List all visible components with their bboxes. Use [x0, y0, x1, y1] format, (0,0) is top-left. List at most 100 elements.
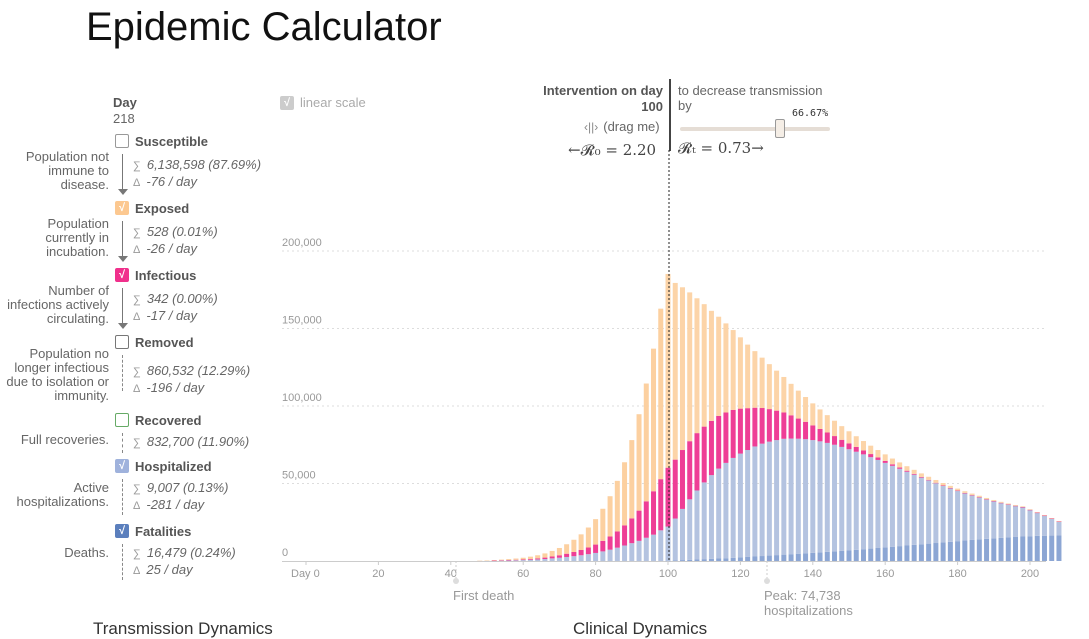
bar-fatalities — [868, 548, 874, 561]
linear-scale-toggle[interactable]: √ linear scale — [280, 95, 366, 110]
bar-infectious — [810, 425, 816, 441]
bar-hospitalized — [969, 495, 975, 540]
compartment-hospitalized[interactable]: √ Hospitalized — [115, 458, 212, 474]
bar-fatalities — [817, 552, 823, 561]
day-label: Day — [113, 95, 137, 110]
drag-handle[interactable]: ‹||› (drag me) — [584, 119, 660, 134]
bar-hospitalized — [868, 457, 874, 549]
bar-fatalities — [839, 550, 845, 561]
compartment-exposed[interactable]: √ Exposed — [115, 200, 189, 216]
bar-infectious — [774, 410, 780, 441]
bar-infectious — [701, 426, 707, 483]
slider-knob[interactable] — [775, 119, 785, 138]
compartment-removed[interactable]: Removed — [115, 334, 194, 350]
compartment-name: Hospitalized — [135, 458, 212, 474]
checkbox-icon[interactable] — [115, 134, 129, 148]
bar-exposed — [723, 323, 729, 413]
bar-fatalities — [810, 552, 816, 561]
checkbox-icon[interactable] — [115, 413, 129, 427]
bar-infectious — [679, 450, 685, 509]
bar-fatalities — [723, 558, 729, 561]
bar-exposed — [889, 458, 895, 465]
bar-exposed — [520, 557, 526, 560]
compartment-recovered[interactable]: Recovered — [115, 412, 201, 428]
bar-infectious — [766, 409, 772, 442]
bar-infectious — [593, 544, 599, 553]
bar-hospitalized — [795, 438, 801, 554]
bar-exposed — [506, 559, 512, 560]
bar-exposed — [513, 558, 519, 560]
checkbox-icon[interactable]: √ — [280, 95, 294, 110]
x-tick-label: 200 — [1021, 568, 1039, 580]
delta-value: -17 / day — [146, 308, 197, 323]
checkbox-icon[interactable] — [115, 335, 129, 349]
bar-exposed — [687, 292, 693, 442]
compartment-fatalities[interactable]: √ Fatalities — [115, 523, 191, 539]
bar-infectious — [585, 547, 591, 555]
bar-fatalities — [846, 550, 852, 561]
bar-exposed — [607, 496, 613, 537]
bar-hospitalized — [607, 549, 613, 561]
bar-exposed — [766, 364, 772, 410]
bar-fatalities — [774, 555, 780, 561]
bar-infectious — [868, 454, 874, 458]
bar-fatalities — [926, 543, 932, 561]
checkbox-icon[interactable]: √ — [115, 459, 129, 473]
bar-exposed — [1049, 518, 1055, 519]
bar-fatalities — [1020, 536, 1026, 561]
description-line: Active — [73, 480, 109, 495]
first-death-marker — [453, 578, 459, 584]
bar-infectious — [614, 531, 620, 548]
bar-infectious — [860, 450, 866, 455]
checkbox-icon[interactable]: √ — [115, 201, 129, 215]
bar-infectious — [947, 488, 953, 489]
bar-hospitalized — [911, 474, 917, 545]
intervention-line-handle[interactable] — [669, 79, 671, 151]
bar-exposed — [593, 519, 599, 545]
bar-fatalities — [904, 545, 910, 561]
bar-exposed — [1041, 515, 1047, 516]
bar-hospitalized — [484, 560, 490, 562]
bar-exposed — [622, 462, 628, 526]
drag-hint: (drag me) — [603, 119, 660, 134]
bar-infectious — [513, 559, 519, 561]
bar-fatalities — [803, 553, 809, 561]
description-line: Deaths. — [64, 545, 109, 560]
bar-exposed — [542, 553, 548, 558]
checkbox-icon[interactable]: √ — [115, 524, 129, 538]
bar-fatalities — [962, 540, 968, 561]
bar-infectious — [520, 559, 526, 561]
compartment-name: Exposed — [135, 200, 190, 216]
bar-exposed — [1034, 512, 1040, 513]
bar-infectious — [940, 485, 946, 486]
bar-exposed — [708, 310, 714, 421]
transmission-slider[interactable] — [680, 127, 830, 131]
bar-hospitalized — [889, 465, 895, 547]
bar-fatalities — [832, 551, 838, 561]
bar-hospitalized — [506, 560, 512, 561]
slider-percent: 66.67% — [792, 108, 829, 119]
delta-value: -281 / day — [146, 497, 205, 512]
compartment-delta: Δ -76 / day — [133, 174, 197, 189]
bar-exposed — [860, 441, 866, 451]
bar-exposed — [1020, 506, 1026, 507]
bar-exposed — [477, 560, 483, 562]
linear-scale-label: linear scale — [300, 95, 366, 110]
compartment-name: Removed — [135, 334, 194, 350]
peak-label-line1: Peak: 74,738 — [764, 588, 841, 603]
bar-infectious — [622, 525, 628, 546]
bar-exposed — [998, 501, 1004, 503]
bar-hospitalized — [672, 518, 678, 561]
compartment-infectious[interactable]: √ Infectious — [115, 267, 196, 283]
bar-fatalities — [708, 558, 714, 561]
bar-exposed — [614, 480, 620, 532]
delta-value: -76 / day — [146, 174, 197, 189]
bar-hospitalized — [679, 508, 685, 561]
bar-exposed — [926, 476, 932, 480]
compartment-sum: ∑ 16,479 (0.24%) — [133, 545, 236, 560]
checkbox-icon[interactable]: √ — [115, 268, 129, 282]
compartment-susceptible[interactable]: Susceptible — [115, 133, 208, 149]
peak-annotation: Peak: 74,738 hospitalizations — [764, 588, 853, 618]
flow-connector — [122, 154, 123, 190]
compartment-sum: ∑ 832,700 (11.90%) — [133, 434, 249, 449]
